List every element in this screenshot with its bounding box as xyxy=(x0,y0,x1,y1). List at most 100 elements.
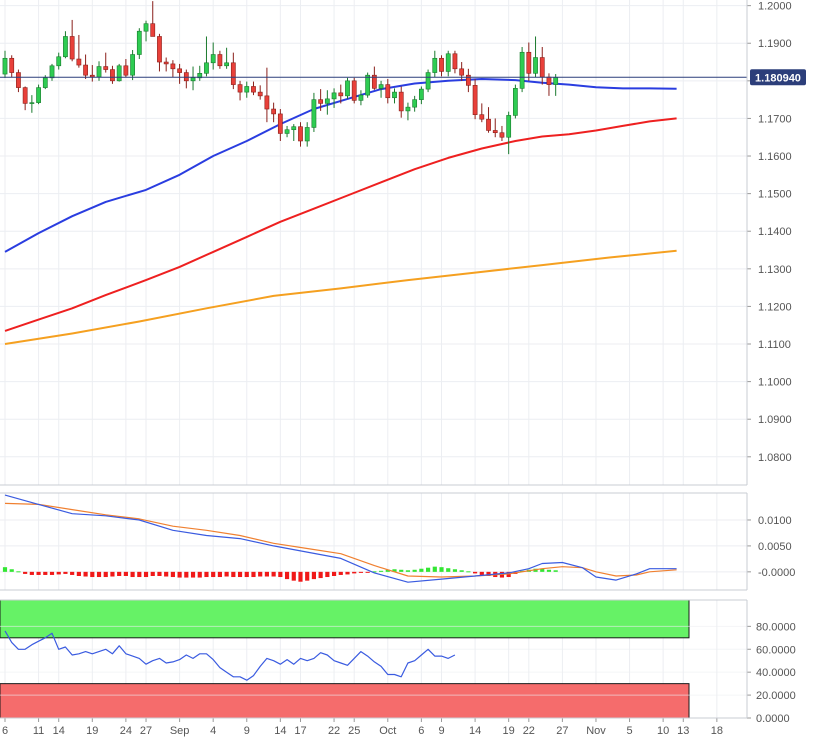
macd-histogram-bar xyxy=(352,571,357,574)
candle-body xyxy=(452,53,458,70)
sma-fast-line xyxy=(4,78,677,253)
x-tick-label: 14 xyxy=(469,725,481,737)
candle-body xyxy=(459,68,465,76)
macd-histogram-bar xyxy=(540,568,545,572)
candle-body xyxy=(110,69,115,82)
candle-body xyxy=(237,84,243,93)
candle-body xyxy=(130,54,135,76)
macd-histogram-bar xyxy=(56,571,61,575)
macd-histogram-bar xyxy=(117,571,122,576)
macd-histogram-bar xyxy=(76,571,81,576)
candle-body xyxy=(418,88,424,100)
y-tick-label: 1.1400 xyxy=(758,226,792,238)
candle-body xyxy=(277,113,283,134)
candle-body xyxy=(345,80,350,97)
macd-histogram-bar xyxy=(184,571,189,578)
macd-histogram-bar xyxy=(83,571,88,577)
macd-histogram-bar xyxy=(399,569,404,572)
x-tick-label: Sep xyxy=(170,725,190,737)
macd-histogram-bar xyxy=(372,571,377,573)
macd-histogram-bar xyxy=(271,571,276,577)
macd-histogram-bar xyxy=(392,569,397,572)
x-tick-label: 22 xyxy=(328,725,340,737)
candle-body xyxy=(338,92,344,97)
macd-histogram-bar xyxy=(244,571,249,578)
candle-body xyxy=(539,57,545,78)
x-tick-label: 14 xyxy=(274,725,286,737)
macd-histogram-bar xyxy=(237,571,243,578)
candle-body xyxy=(412,99,418,108)
candle-body xyxy=(371,74,377,89)
x-tick-label: 27 xyxy=(140,725,152,737)
macd-histogram-bar xyxy=(446,568,451,572)
macd-histogram-bar xyxy=(298,571,303,582)
macd-histogram-bar xyxy=(553,570,558,572)
candle-body xyxy=(157,36,162,63)
macd-panel: 0.0100 0.0050 -0.0000 xyxy=(0,493,795,590)
candle-body xyxy=(486,118,491,131)
x-tick-label: 5 xyxy=(626,725,632,737)
candle-body xyxy=(432,57,438,73)
macd-histogram-bar xyxy=(143,571,149,578)
candle-body xyxy=(284,129,290,134)
candle-body xyxy=(519,51,525,89)
x-tick-label: 22 xyxy=(523,725,535,737)
candle-body xyxy=(392,91,397,99)
y-tick-label: 0.0050 xyxy=(758,541,792,553)
macd-histogram-bar xyxy=(331,571,337,576)
sma-mid-line xyxy=(4,117,677,332)
candle-body xyxy=(513,88,518,116)
macd-histogram-bar xyxy=(217,571,222,578)
y-tick-label: 0.0000 xyxy=(756,713,790,725)
candle-body xyxy=(405,106,411,112)
price-panel: 1.20001.19001.18001.17001.16001.15001.14… xyxy=(0,0,806,485)
candle-body xyxy=(298,126,303,142)
overbought-zone xyxy=(0,599,690,639)
macd-histogram-bar xyxy=(365,571,370,573)
macd-histogram-bar xyxy=(459,570,464,572)
candle-body xyxy=(385,84,391,99)
y-tick-label: 1.1100 xyxy=(758,339,791,351)
macd-histogram-bar xyxy=(137,571,142,578)
candle-body xyxy=(271,108,277,115)
macd-histogram-bar xyxy=(264,571,269,577)
macd-histogram-bar xyxy=(452,569,458,572)
candle-body xyxy=(123,65,129,76)
candle-body xyxy=(116,65,122,82)
macd-histogram-bar xyxy=(96,571,102,578)
candle-body xyxy=(553,77,559,85)
candle-body xyxy=(143,23,149,32)
y-tick-label: 1.1500 xyxy=(758,189,792,201)
x-tick-label: 13 xyxy=(677,725,689,737)
y-tick-label: 1.1600 xyxy=(758,151,792,163)
y-tick-label: 1.1700 xyxy=(758,113,792,125)
macd-histogram-bar xyxy=(412,569,417,572)
candle-body xyxy=(63,36,68,58)
macd-histogram-bar xyxy=(231,571,236,578)
rsi-line xyxy=(4,630,456,681)
macd-histogram-bar xyxy=(251,571,256,578)
candle-body xyxy=(103,66,109,70)
macd-histogram-bar xyxy=(546,569,552,572)
y-tick-label: 80.0000 xyxy=(756,621,796,633)
candle-body xyxy=(479,114,485,120)
candle-body xyxy=(16,72,21,88)
x-tick-label: 9 xyxy=(438,725,444,737)
candle-body xyxy=(56,56,62,67)
candle-body xyxy=(499,132,505,138)
candle-body xyxy=(89,74,95,78)
y-tick-label: 0.0100 xyxy=(758,515,792,527)
candle-body xyxy=(49,65,55,79)
macd-histogram-bar xyxy=(211,571,216,578)
macd-histogram-bar xyxy=(90,571,95,578)
macd-line xyxy=(4,494,677,583)
candle-body xyxy=(472,85,478,115)
x-tick-label: 19 xyxy=(503,725,515,737)
oversold-zone xyxy=(0,683,690,719)
macd-histogram-bar xyxy=(150,571,155,576)
candle-body xyxy=(136,30,142,55)
candle-body xyxy=(465,74,471,86)
x-tick-label: Nov xyxy=(586,725,606,737)
x-tick-label: 9 xyxy=(244,725,250,737)
candle-body xyxy=(318,99,324,104)
